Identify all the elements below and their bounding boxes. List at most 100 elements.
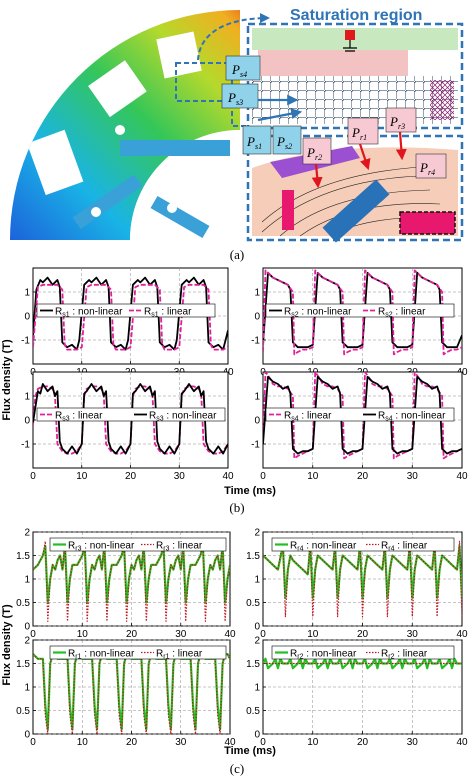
- legend-entry: Rs1 : linear: [144, 307, 192, 319]
- y-tick-label: 1.5: [16, 659, 30, 670]
- x-tick-label: 20: [357, 471, 369, 482]
- label-ps2: Ps2: [272, 125, 302, 155]
- label-pr4: Pr4: [415, 153, 447, 179]
- legend: Rs1 : non-linear Rs1 : linear: [36, 303, 216, 319]
- panel-b-xlabel: Time (ms): [224, 485, 276, 497]
- y-tick-label: 0: [24, 730, 30, 741]
- legend-box: [265, 303, 455, 318]
- y-tick-label: 1.5: [16, 551, 30, 562]
- series-line-1: [33, 283, 228, 351]
- y-tick-label: 0.5: [16, 706, 30, 717]
- x-tick-label: 20: [357, 737, 369, 748]
- y-tick-label: 1: [24, 575, 30, 586]
- y-tick-label: 0: [254, 312, 260, 323]
- y-tick-label: 0: [254, 416, 260, 427]
- legend: Rr4 : non-linear Rr4 : linear: [271, 537, 455, 553]
- x-tick-label: 40: [456, 737, 468, 748]
- y-tick-label: -1: [21, 336, 30, 347]
- panel-a-label: (a): [230, 247, 244, 262]
- x-tick-label: 10: [307, 629, 319, 640]
- legend: Rs3 : linear Rs3 : non-linear: [36, 407, 226, 423]
- panel-c-label: (c): [230, 761, 244, 776]
- y-tick-label: 1: [254, 683, 260, 694]
- legend-entry: Rs3 : linear: [55, 411, 103, 423]
- legend-box: [271, 537, 455, 552]
- y-tick-label: 2: [254, 528, 260, 539]
- y-tick-label: 0.5: [246, 598, 260, 609]
- x-tick-label: 10: [307, 737, 319, 748]
- legend-box: [271, 645, 455, 660]
- legend-entry: Rs4 : linear: [284, 411, 332, 423]
- x-tick-label: 30: [175, 629, 187, 640]
- legend-entry: Rr1 : non-linear: [68, 649, 135, 661]
- legend-entry: Rs2 : linear: [378, 307, 426, 319]
- x-tick-label: 40: [224, 629, 236, 640]
- pointer-arrows: [257, 94, 407, 189]
- legend-box: [49, 645, 227, 660]
- y-tick-label: 0: [24, 416, 30, 427]
- legend: Rr1 : non-linear Rr1 : linear: [49, 645, 227, 661]
- x-tick-label: 0: [30, 629, 36, 640]
- x-tick-label: 40: [222, 471, 234, 482]
- legend-entry: Rr4 : linear: [381, 541, 428, 553]
- x-tick-label: 10: [76, 471, 88, 482]
- label-ps1: Ps1: [242, 125, 272, 155]
- legend-entry: Rr2 : non-linear: [290, 649, 357, 661]
- svg-text:Pr2: Pr2: [306, 145, 322, 162]
- legend-box: [36, 407, 226, 422]
- x-tick-label: 0: [260, 471, 266, 482]
- x-tick-label: 30: [174, 471, 186, 482]
- legend-entry: Rr4 : non-linear: [290, 541, 357, 553]
- legend: Rs2 : non-linear Rs2 : linear: [265, 303, 455, 319]
- x-tick-label: 30: [175, 737, 187, 748]
- y-tick-label: 0.5: [16, 598, 30, 609]
- legend-entry: Rr3 : linear: [156, 541, 203, 553]
- zoom-box-stator: [175, 62, 233, 102]
- x-tick-label: 40: [456, 629, 468, 640]
- y-tick-label: 2: [254, 636, 260, 647]
- x-tick-label: 10: [77, 737, 89, 748]
- x-tick-label: 20: [357, 629, 369, 640]
- y-tick-label: 0: [24, 312, 30, 323]
- x-tick-label: 40: [456, 471, 468, 482]
- svg-text:Ps1: Ps1: [246, 134, 262, 151]
- y-tick-label: 1: [254, 392, 260, 403]
- svg-text:Pr4: Pr4: [419, 160, 435, 177]
- series-line-1: [263, 375, 462, 455]
- y-tick-label: 1: [24, 288, 30, 299]
- label-pr1: Pr1: [347, 117, 379, 145]
- legend-entry: Rs2 : non-linear: [284, 307, 352, 319]
- label-pr2: Pr2: [302, 137, 332, 165]
- x-tick-label: 0: [260, 737, 266, 748]
- series-line-1: [263, 269, 462, 356]
- panel-a: Ps4 Ps3 Ps1 Ps2 Pr2 Pr1 Pr3 Pr4 Saturati…: [10, 7, 464, 262]
- x-tick-label: 0: [30, 471, 36, 482]
- y-tick-label: 1: [24, 392, 30, 403]
- svg-text:Ps4: Ps4: [231, 62, 247, 79]
- legend-box: [49, 537, 227, 552]
- x-tick-label: 0: [260, 629, 266, 640]
- label-ps4: Ps4: [225, 55, 261, 81]
- svg-text:Ps2: Ps2: [276, 134, 292, 151]
- panel-b-ylabel: Flux density (T): [1, 339, 13, 421]
- panel-c-ylabel: Flux density (T): [1, 604, 13, 686]
- panel-b-label: (b): [229, 500, 244, 515]
- x-tick-label: 10: [77, 629, 89, 640]
- x-tick-label: 40: [224, 737, 236, 748]
- y-tick-label: 0: [24, 622, 30, 633]
- legend: Rr2 : non-linear Rr2 : linear: [271, 645, 455, 661]
- x-tick-label: 20: [125, 471, 137, 482]
- x-tick-label: 10: [307, 471, 319, 482]
- legend: Rr3 : non-linear Rr3 : linear: [49, 537, 227, 553]
- x-tick-label: 30: [407, 737, 419, 748]
- zoom-arrow: [197, 13, 270, 61]
